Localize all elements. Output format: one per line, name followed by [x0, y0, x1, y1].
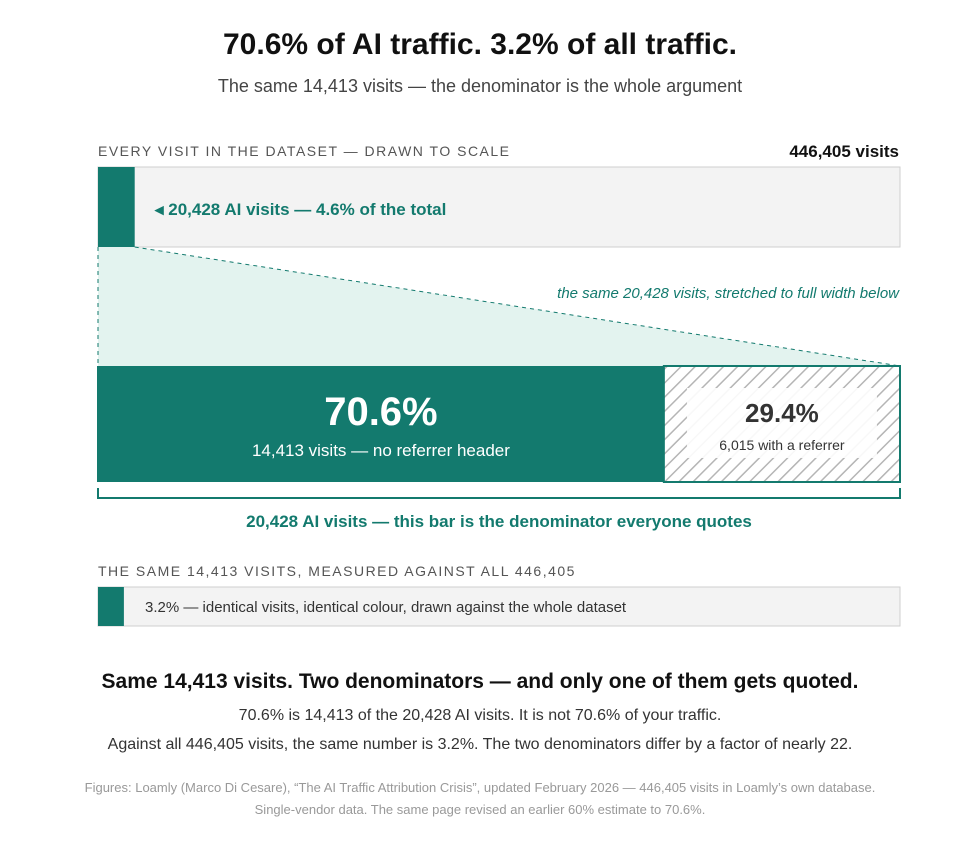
source-note-1: Figures: Loamly (Marco Di Cesare), “The …: [84, 780, 876, 795]
zoom-funnel: [98, 247, 900, 366]
comparison-bar-label: THE SAME 14,413 VISITS, MEASURED AGAINST…: [98, 563, 576, 579]
funnel-right-edge: [134, 246, 901, 367]
explanation-line-1: 70.6% is 14,413 of the 20,428 AI visits.…: [238, 707, 722, 724]
total-visits-label: 446,405 visits: [789, 142, 899, 161]
page-subtitle: The same 14,413 visits — the denominator…: [217, 76, 743, 96]
no-referrer-percent: 70.6%: [324, 390, 437, 434]
comparison-bar-annotation: 3.2% — identical visits, identical colou…: [145, 599, 627, 616]
segment-no-referrer: [97, 366, 664, 482]
conclusion-heading: Same 14,413 visits. Two denominators — a…: [101, 670, 859, 693]
denominator-bracket: [97, 488, 901, 499]
total-bar-annotation: ◂ 20,428 AI visits — 4.6% of the total: [154, 200, 446, 219]
page-title: 70.6% of AI traffic. 3.2% of all traffic…: [222, 28, 738, 61]
source-note-2: Single-vendor data. The same page revise…: [254, 802, 706, 817]
comparison-bar-fill: [98, 587, 124, 626]
total-bar-label: EVERY VISIT IN THE DATASET — DRAWN TO SC…: [98, 143, 511, 159]
total-bar-ai-segment: [98, 167, 135, 247]
stretch-note: the same 20,428 visits, stretched to ful…: [557, 285, 900, 302]
denominator-bracket-label: 20,428 AI visits — this bar is the denom…: [246, 512, 752, 531]
explanation-line-2: Against all 446,405 visits, the same num…: [107, 736, 853, 753]
referrer-sublabel: 6,015 with a referrer: [719, 437, 845, 453]
referrer-label-box: [686, 388, 877, 458]
no-referrer-sublabel: 14,413 visits — no referrer header: [252, 441, 510, 460]
referrer-percent: 29.4%: [745, 398, 819, 428]
comparison-bar-background: [97, 586, 901, 627]
